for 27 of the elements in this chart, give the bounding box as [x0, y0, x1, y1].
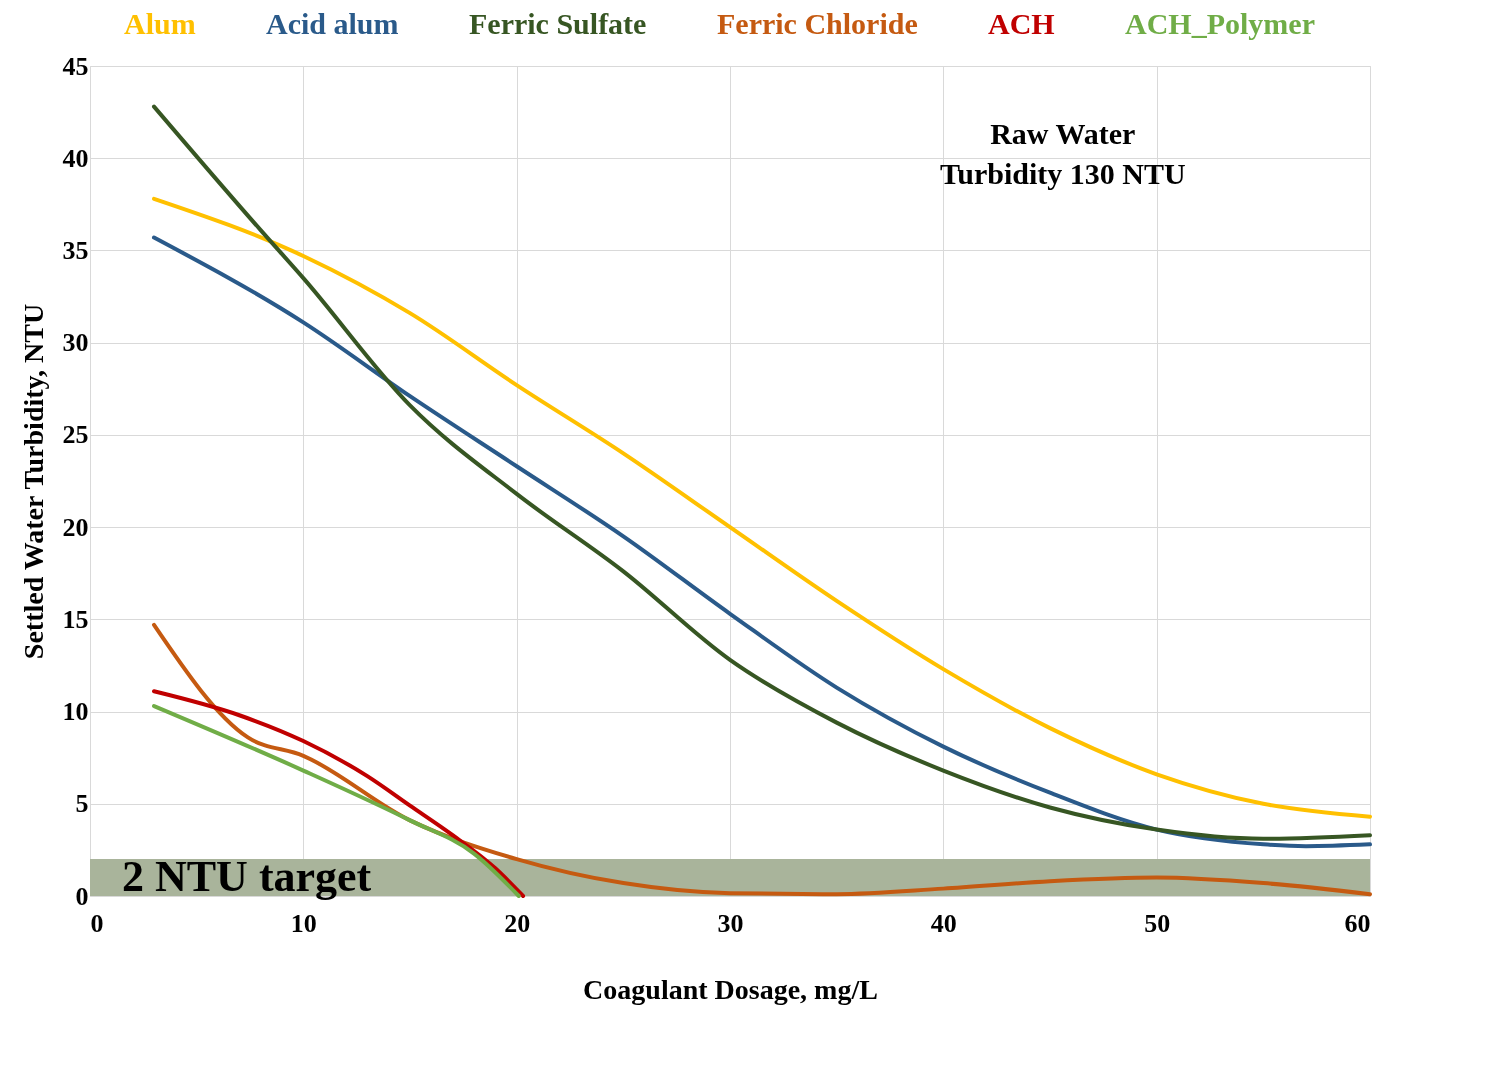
text: ACH_Polymer — [1125, 7, 1315, 40]
y-tick-label: 40 — [62, 143, 89, 173]
text: Acid alum — [266, 7, 399, 40]
x-axis-title: Coagulant Dosage, mg/L — [583, 973, 878, 1005]
line-series — [152, 104, 1372, 841]
text: Alum — [124, 7, 196, 40]
y-tick-label: 25 — [62, 420, 89, 450]
x-tick-label: 40 — [930, 908, 957, 938]
x-tick-label: 60 — [1344, 908, 1371, 938]
y-tick-label: 30 — [62, 328, 89, 358]
band-label: 2 NTU target — [122, 852, 372, 901]
x-tick-label: 30 — [717, 908, 744, 938]
y-tick-label: 0 — [75, 881, 89, 911]
y-tick-label: 35 — [62, 235, 89, 265]
text: ACH — [988, 7, 1055, 40]
y-tick-label: 10 — [62, 697, 89, 727]
y-tick-label: 20 — [62, 512, 89, 542]
y-tick-label: 45 — [62, 51, 89, 81]
x-tick-label: 20 — [504, 908, 531, 938]
x-tick-label: 50 — [1144, 908, 1171, 938]
y-tick-label: 5 — [75, 789, 89, 819]
text: Ferric Sulfate — [469, 7, 647, 40]
text: Ferric Chloride — [717, 7, 918, 40]
annotation: Raw Water Turbidity 130 NTU — [939, 116, 1186, 190]
x-tick-label: 10 — [290, 908, 317, 938]
y-tick-label: 15 — [62, 604, 89, 634]
y-axis-title: Settled Water Turbidity, NTU — [17, 303, 49, 660]
